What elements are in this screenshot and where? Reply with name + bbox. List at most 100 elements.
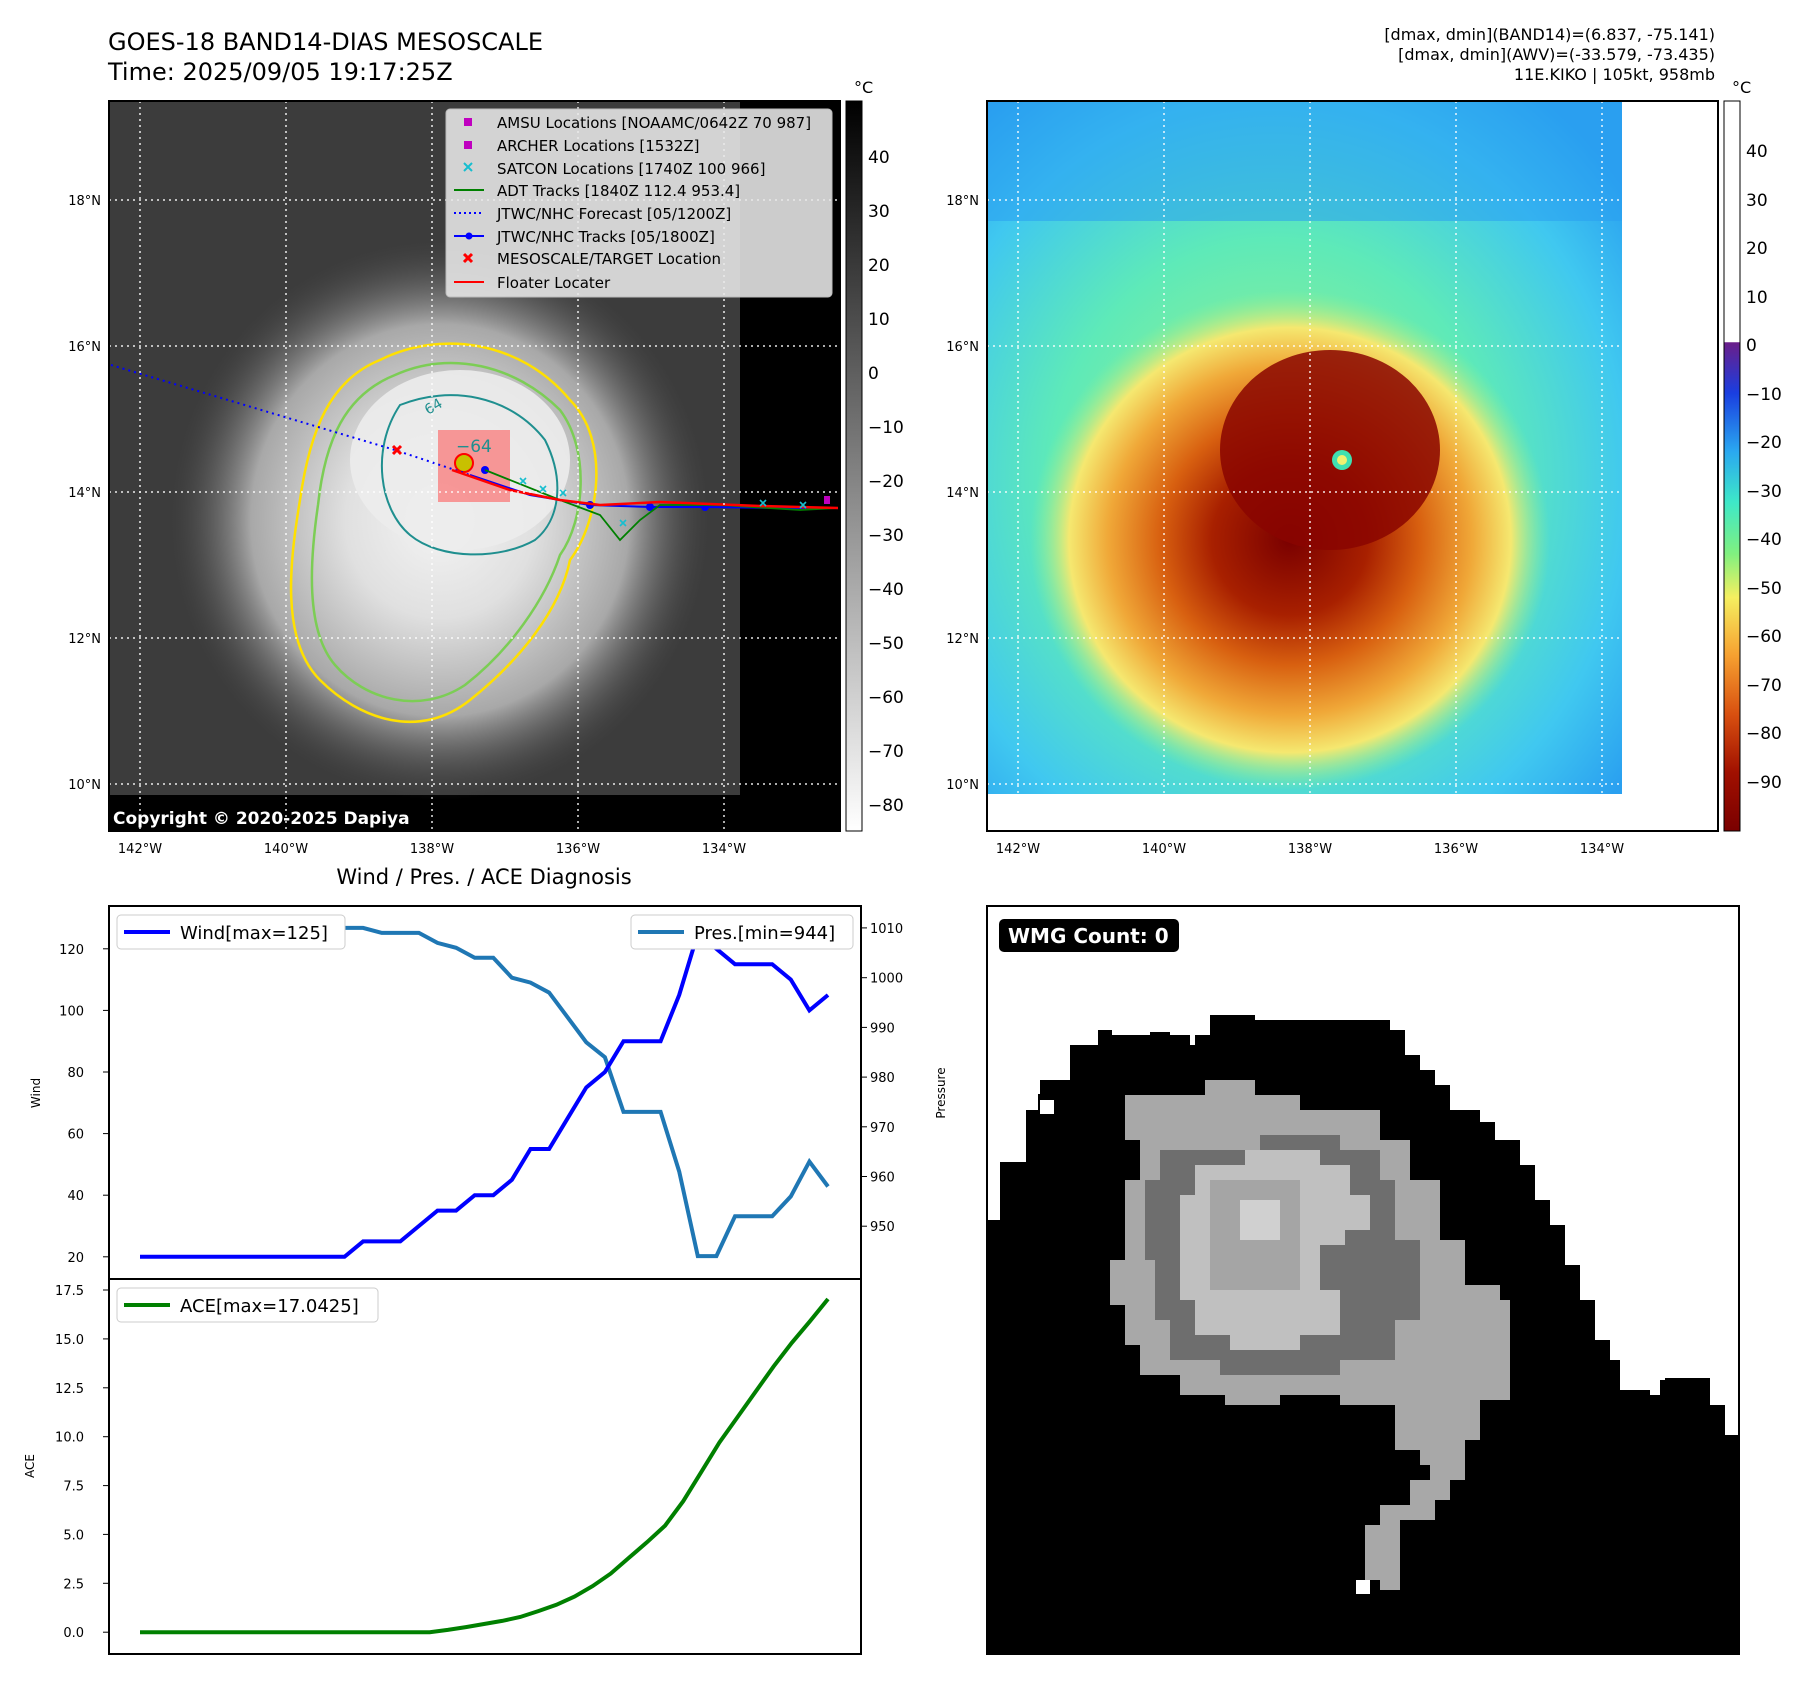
wind-pres-chart: 120 100 80 60 40 20 1010 1000 990 980 970 960 950 W…: [29, 905, 948, 1280]
pressure-legend: Pres.[min=944]: [630, 914, 854, 950]
copyright-text: Copyright © 2020-2025 Dapiya: [113, 809, 410, 829]
awv-colorbar-ticks: 40 30 20 10 0 −10 −20 −30 −40 −50 −60 −7…: [1746, 142, 1782, 793]
svg-text:20: 20: [868, 256, 890, 276]
wind-tick-5: 20: [67, 1251, 84, 1266]
pres-tick-2: 990: [870, 1021, 895, 1036]
contour-green: [310, 361, 582, 703]
wmg-panel: WMG Count: 0: [986, 905, 1740, 1655]
wmg-warm-pixels: [1026, 1065, 1641, 1594]
svg-text:−40: −40: [1746, 530, 1782, 550]
svg-text:142°W: 142°W: [118, 842, 162, 857]
svg-text:−80: −80: [868, 796, 904, 816]
legend-archer-icon: [464, 141, 472, 149]
svg-text:18°N: 18°N: [946, 194, 979, 209]
awv-lon-labels: 142°W 140°W 138°W 136°W 134°W: [996, 842, 1624, 857]
svg-text:−90: −90: [1746, 773, 1782, 793]
wind-legend: Wind[max=125]: [116, 914, 346, 950]
ir-colorbar: [845, 100, 863, 832]
svg-text:−10: −10: [1746, 385, 1782, 405]
ace-tick-1: 15.0: [55, 1333, 84, 1348]
wind-tick-1: 100: [59, 1004, 84, 1019]
wind-legend-label: Wind[max=125]: [180, 923, 328, 944]
svg-text:140°W: 140°W: [264, 842, 308, 857]
svg-text:136°W: 136°W: [1434, 842, 1478, 857]
map-legend: AMSU Locations [NOAAMC/0642Z 70 987] ARC…: [445, 108, 833, 298]
wind-ylabel: Wind: [29, 1078, 43, 1108]
ace-legend: ACE[max=17.0425]: [116, 1287, 379, 1323]
legend-satcon-icon: [463, 162, 473, 172]
awv-cold-core: [1220, 350, 1440, 550]
svg-text:14°N: 14°N: [946, 486, 979, 501]
mesoscale-target-marker: [391, 444, 403, 456]
svg-text:12°N: 12°N: [946, 632, 979, 647]
legend-amsu: AMSU Locations [NOAAMC/0642Z 70 987]: [497, 114, 811, 132]
ace-tick-4: 7.5: [63, 1480, 84, 1495]
ace-ylabel: ACE: [23, 1454, 37, 1478]
pressure-legend-label: Pres.[min=944]: [694, 923, 835, 944]
wind-tick-3: 60: [67, 1128, 84, 1143]
pres-tick-5: 960: [870, 1171, 895, 1186]
svg-text:−50: −50: [1746, 579, 1782, 599]
ace-tick-3: 10.0: [55, 1431, 84, 1446]
ace-axis-ticks: 17.5 15.0 12.5 10.0 7.5 5.0 2.5 0.0: [55, 1284, 109, 1641]
ace-tick-5: 5.0: [63, 1528, 84, 1543]
ace-tick-2: 12.5: [55, 1382, 84, 1397]
svg-text:10°N: 10°N: [946, 778, 979, 793]
svg-text:−70: −70: [1746, 676, 1782, 696]
wind-tick-2: 80: [67, 1066, 84, 1081]
ace-tick-7: 0.0: [63, 1626, 84, 1641]
ir-colorbar-ticks: 40 30 20 10 0 −10 −20 −30 −40 −50 −60 −7…: [868, 148, 904, 816]
satcon-points: [519, 477, 807, 527]
svg-text:−30: −30: [1746, 482, 1782, 502]
ir-map-panel: 64 −64 Copyright © 2020-2: [68, 78, 904, 857]
svg-text:10: 10: [868, 310, 890, 330]
awv-colorbar-unit: °C: [1732, 78, 1751, 97]
info-line-3: 11E.KIKO | 105kt, 958mb: [1514, 65, 1715, 84]
diagnosis-title: Wind / Pres. / ACE Diagnosis: [336, 865, 631, 889]
svg-text:138°W: 138°W: [1288, 842, 1332, 857]
awv-colorbar: [1723, 100, 1741, 832]
svg-text:10: 10: [1746, 288, 1768, 308]
contour-teal: [380, 394, 559, 556]
svg-text:−20: −20: [1746, 433, 1782, 453]
svg-text:140°W: 140°W: [1142, 842, 1186, 857]
wind-tick-0: 120: [59, 943, 84, 958]
svg-text:−40: −40: [868, 580, 904, 600]
title-line-1: GOES-18 BAND14-DIAS MESOSCALE: [108, 28, 543, 56]
svg-text:−80: −80: [1746, 724, 1782, 744]
svg-text:−30: −30: [868, 526, 904, 546]
legend-floater: Floater Locater: [497, 274, 611, 292]
storm-eye: [454, 453, 474, 473]
ace-series-line: [140, 1297, 830, 1635]
svg-text:10°N: 10°N: [68, 778, 101, 793]
svg-text:138°W: 138°W: [410, 842, 454, 857]
amsu-marker: [824, 496, 830, 504]
legend-archer: ARCHER Locations [1532Z]: [497, 137, 700, 155]
contour-label-neg64: −64: [456, 437, 492, 457]
legend-adt: ADT Tracks [1840Z 112.4 953.4]: [497, 182, 740, 200]
svg-text:14°N: 14°N: [68, 486, 101, 501]
ace-tick-0: 17.5: [55, 1284, 84, 1299]
pressure-ylabel: Pressure: [934, 1067, 948, 1118]
wind-axis-ticks: 120 100 80 60 40 20: [59, 943, 109, 1266]
ir-lat-labels: 18°N 16°N 14°N 12°N 10°N: [68, 194, 101, 793]
pres-tick-4: 970: [870, 1121, 895, 1136]
svg-text:30: 30: [1746, 191, 1768, 211]
awv-map-panel: 142°W 140°W 138°W 136°W 134°W 18°N 16°N …: [946, 78, 1782, 857]
wind-tick-4: 40: [67, 1189, 84, 1204]
ir-colorbar-unit: °C: [854, 78, 873, 97]
svg-text:20: 20: [1746, 239, 1768, 259]
svg-text:−10: −10: [868, 418, 904, 438]
adt-track: [484, 469, 839, 542]
ir-lon-labels: 142°W 140°W 138°W 136°W 134°W: [118, 842, 746, 857]
legend-forecast: JTWC/NHC Forecast [05/1200Z]: [496, 205, 731, 223]
contour-label-64: 64: [422, 396, 446, 419]
svg-text:−60: −60: [868, 688, 904, 708]
ir-bottom-no-data: [109, 795, 840, 831]
pres-tick-1: 1000: [870, 972, 903, 987]
svg-text:−50: −50: [868, 634, 904, 654]
svg-text:134°W: 134°W: [1580, 842, 1624, 857]
title-line-2: Time: 2025/09/05 19:17:25Z: [107, 58, 453, 86]
mesoscale-box: [438, 430, 510, 502]
